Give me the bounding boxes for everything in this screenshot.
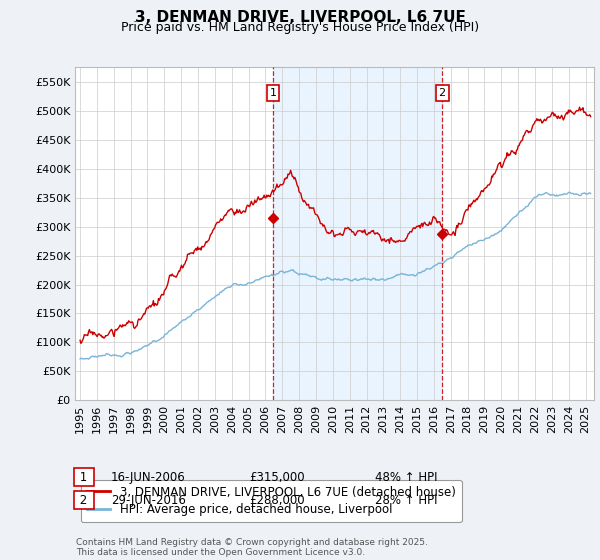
Legend: 3, DENMAN DRIVE, LIVERPOOL, L6 7UE (detached house), HPI: Average price, detache: 3, DENMAN DRIVE, LIVERPOOL, L6 7UE (deta…: [81, 479, 461, 522]
Text: Price paid vs. HM Land Registry's House Price Index (HPI): Price paid vs. HM Land Registry's House …: [121, 21, 479, 34]
Text: 1: 1: [76, 470, 91, 484]
Text: £315,000: £315,000: [249, 470, 305, 484]
Text: 28% ↑ HPI: 28% ↑ HPI: [375, 493, 437, 507]
Text: 48% ↑ HPI: 48% ↑ HPI: [375, 470, 437, 484]
Text: 3, DENMAN DRIVE, LIVERPOOL, L6 7UE: 3, DENMAN DRIVE, LIVERPOOL, L6 7UE: [134, 10, 466, 25]
Text: 2: 2: [439, 88, 446, 98]
Text: 2: 2: [76, 493, 91, 507]
Text: 16-JUN-2006: 16-JUN-2006: [111, 470, 186, 484]
Text: Contains HM Land Registry data © Crown copyright and database right 2025.
This d: Contains HM Land Registry data © Crown c…: [76, 538, 428, 557]
Text: 1: 1: [269, 88, 277, 98]
Text: 29-JUN-2016: 29-JUN-2016: [111, 493, 186, 507]
Text: £288,000: £288,000: [249, 493, 305, 507]
Bar: [273, 67, 442, 400]
